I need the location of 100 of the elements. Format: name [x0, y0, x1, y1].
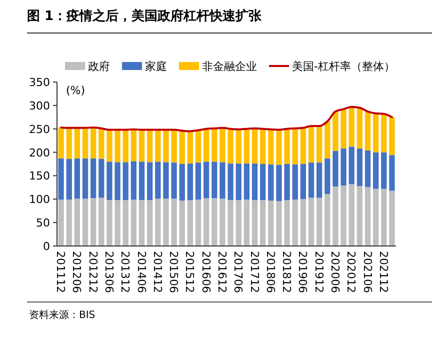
bar: [276, 201, 282, 246]
bar: [292, 128, 298, 164]
bar: [348, 184, 354, 246]
bar: [260, 164, 266, 200]
x-tick-label: 201312: [118, 251, 132, 293]
bar: [146, 130, 153, 162]
bar: [212, 162, 218, 198]
bar: [66, 200, 72, 246]
y-tick-label: 200: [29, 146, 50, 160]
bar: [114, 200, 120, 246]
bar: [130, 200, 137, 246]
bar: [155, 162, 161, 199]
x-tick-label: 201112: [54, 251, 68, 293]
x-tick-label: 201506: [167, 251, 180, 293]
bar: [163, 162, 169, 199]
bar: [340, 186, 346, 246]
bar: [236, 129, 242, 164]
bar: [74, 158, 80, 199]
x-tick-label: 201306: [102, 251, 116, 293]
bar: [179, 130, 185, 164]
bar: [90, 127, 96, 158]
x-tick-label: 201806: [264, 251, 277, 293]
bar: [122, 200, 128, 246]
bar: [220, 198, 226, 246]
bar: [163, 198, 169, 246]
bar: [252, 164, 258, 200]
y-tick-label: 300: [29, 99, 50, 112]
bar: [292, 164, 298, 200]
bar: [195, 130, 202, 163]
bar: [187, 200, 194, 246]
bar: [98, 128, 104, 159]
bar: [171, 162, 177, 199]
bar: [155, 130, 161, 162]
y-tick-label: 250: [29, 122, 50, 136]
bar: [228, 200, 234, 246]
bar: [389, 117, 395, 156]
bar: [316, 162, 322, 198]
bar: [179, 164, 185, 201]
x-tick-label: 201212: [86, 251, 100, 293]
bar: [389, 190, 395, 246]
x-tick-label: 201706: [232, 251, 245, 293]
bar: [324, 158, 330, 194]
x-tick-label: 202112: [376, 251, 390, 293]
bar: [340, 109, 346, 149]
bar: [276, 130, 282, 165]
bar: [212, 128, 218, 162]
bar: [74, 198, 80, 246]
bar: [356, 186, 363, 246]
bar: [348, 146, 354, 184]
bar: [268, 164, 274, 201]
bar: [122, 162, 128, 200]
bar: [300, 199, 306, 246]
bar: [260, 200, 266, 246]
x-tick-label: 201812: [280, 251, 294, 293]
bar: [58, 127, 64, 158]
bar: [308, 162, 314, 198]
bar: [114, 130, 120, 162]
bar: [138, 162, 145, 200]
bar: [212, 198, 218, 246]
bar: [252, 128, 258, 164]
bar: [381, 188, 387, 246]
y-tick-label: 150: [29, 170, 50, 183]
bar: [324, 194, 330, 246]
bar: [300, 164, 306, 200]
bar: [130, 161, 137, 200]
bar: [372, 113, 379, 152]
bar: [308, 126, 314, 163]
bar: [276, 164, 282, 202]
bar: [122, 130, 128, 162]
bar: [98, 198, 104, 246]
bar: [236, 164, 242, 200]
bar: [90, 158, 96, 198]
bar: [284, 200, 290, 246]
bar: [179, 200, 185, 246]
bar: [356, 108, 363, 149]
bar: [82, 128, 88, 158]
x-tick-label: 201512: [183, 251, 196, 293]
bar: [90, 198, 96, 246]
bar: [130, 129, 137, 162]
x-tick-label: 201206: [70, 251, 84, 293]
bar: [146, 162, 153, 200]
bar: [356, 148, 363, 186]
bar: [284, 128, 290, 164]
x-tick-label: 201412: [150, 251, 164, 293]
bar: [146, 200, 153, 246]
bar: [203, 162, 210, 198]
bar: [316, 126, 322, 163]
legend-label: 美国-杠杆率（整体）: [292, 60, 395, 73]
bar: [381, 114, 387, 152]
bar: [348, 106, 354, 147]
legend-label: 家庭: [145, 60, 167, 73]
bar: [138, 130, 145, 162]
x-tick-label: 202006: [328, 251, 342, 293]
bar: [364, 150, 371, 187]
bar: [340, 148, 346, 186]
bar: [244, 200, 250, 246]
bar: [372, 188, 379, 246]
bar: [316, 198, 322, 246]
bar: [381, 152, 387, 189]
bar: [332, 186, 338, 246]
